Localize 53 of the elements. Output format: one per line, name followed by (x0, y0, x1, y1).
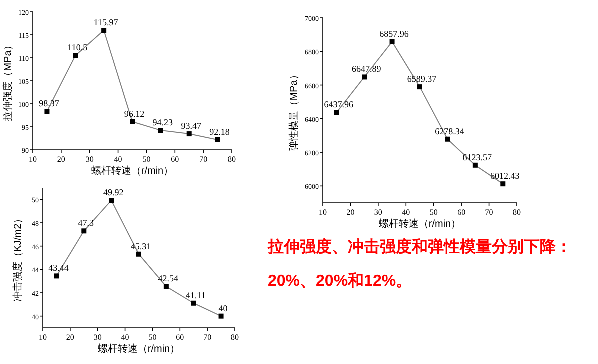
data-label: 40 (218, 303, 228, 314)
data-label: 110.5 (68, 42, 88, 53)
x-tick-label: 80 (231, 333, 239, 342)
y-axis-title: 冲击强度（KJ/m2） (12, 214, 24, 302)
x-tick-label: 40 (121, 333, 130, 342)
x-tick-label: 70 (200, 155, 208, 164)
x-axis-title: 螺杆转速（r/min） (98, 343, 180, 355)
data-label: 6437.96 (324, 100, 354, 110)
x-tick-label: 30 (94, 333, 102, 342)
data-label: 6278.34 (435, 126, 465, 136)
data-label: 93.47 (181, 121, 202, 132)
data-label: 45.31 (130, 241, 152, 252)
x-tick-label: 20 (66, 333, 74, 342)
x-tick-label: 10 (29, 155, 37, 164)
y-axis-title: 弹性模量（MPa） (288, 70, 300, 151)
data-label: 115.97 (94, 18, 119, 28)
text: 20%、20%和12%。 (268, 272, 412, 290)
data-label: 47.3 (78, 218, 95, 228)
x-tick-label: 70 (204, 333, 212, 342)
x-tick-label: 70 (485, 208, 494, 217)
x-axis-title: 螺杆转速（r/min） (378, 218, 462, 230)
text: 拉伸强度、冲击强度和弹性模量分别下降： (267, 237, 572, 256)
x-tick-label: 40 (114, 155, 122, 164)
x-tick-label: 40 (402, 208, 410, 217)
x-tick-label: 60 (458, 208, 466, 217)
x-tick-label: 10 (39, 333, 47, 342)
data-label: 94.23 (152, 118, 174, 128)
x-tick-label: 50 (148, 333, 157, 342)
x-tick-label: 80 (228, 155, 236, 164)
data-label: 98.37 (39, 98, 60, 108)
data-label: 96.12 (124, 108, 145, 119)
data-label: 49.92 (103, 188, 124, 198)
data-label: 41.11 (186, 290, 206, 300)
x-tick-label: 30 (374, 208, 382, 217)
data-label: 6589.37 (407, 74, 438, 84)
data-label: 6012.43 (490, 171, 520, 182)
x-tick-label: 50 (430, 208, 438, 217)
data-label: 42.54 (158, 274, 180, 284)
x-tick-label: 20 (346, 208, 355, 217)
x-tick-label: 30 (86, 155, 94, 164)
data-label: 43.44 (48, 263, 70, 274)
x-tick-label: 10 (319, 208, 327, 217)
data-label: 92.18 (210, 126, 230, 137)
x-tick-label: 20 (57, 155, 66, 164)
data-label: 6123.57 (462, 152, 493, 162)
data-label: 6647.89 (352, 64, 382, 74)
y-axis-title: 拉伸强度（MPa） (2, 40, 14, 122)
x-tick-label: 50 (142, 155, 151, 164)
x-axis-title: 螺杆转速（r/min） (91, 165, 174, 177)
x-tick-label: 80 (513, 208, 521, 217)
x-tick-label: 60 (176, 333, 184, 342)
x-tick-label: 60 (171, 155, 180, 164)
data-label: 6857.96 (380, 28, 410, 39)
